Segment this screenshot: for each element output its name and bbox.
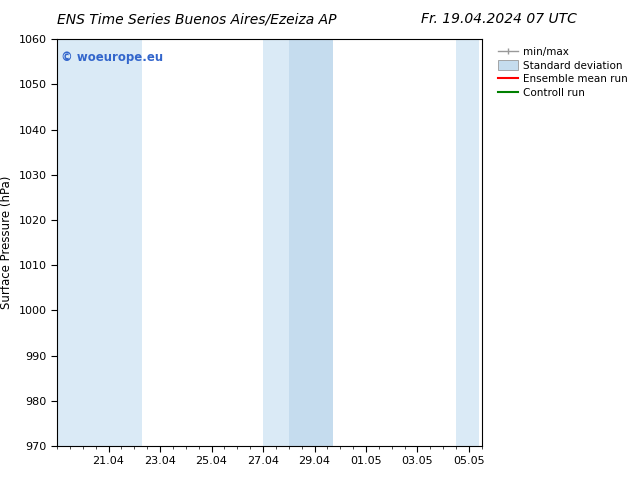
Bar — [263, 39, 288, 446]
Bar — [288, 39, 332, 446]
Text: © woeurope.eu: © woeurope.eu — [61, 51, 164, 64]
Text: Fr. 19.04.2024 07 UTC: Fr. 19.04.2024 07 UTC — [421, 12, 577, 26]
Y-axis label: Surface Pressure (hPa): Surface Pressure (hPa) — [0, 176, 13, 309]
Legend: min/max, Standard deviation, Ensemble mean run, Controll run: min/max, Standard deviation, Ensemble me… — [496, 45, 630, 100]
Bar — [456, 39, 479, 446]
Text: ENS Time Series Buenos Aires/Ezeiza AP: ENS Time Series Buenos Aires/Ezeiza AP — [57, 12, 337, 26]
Bar — [57, 39, 142, 446]
